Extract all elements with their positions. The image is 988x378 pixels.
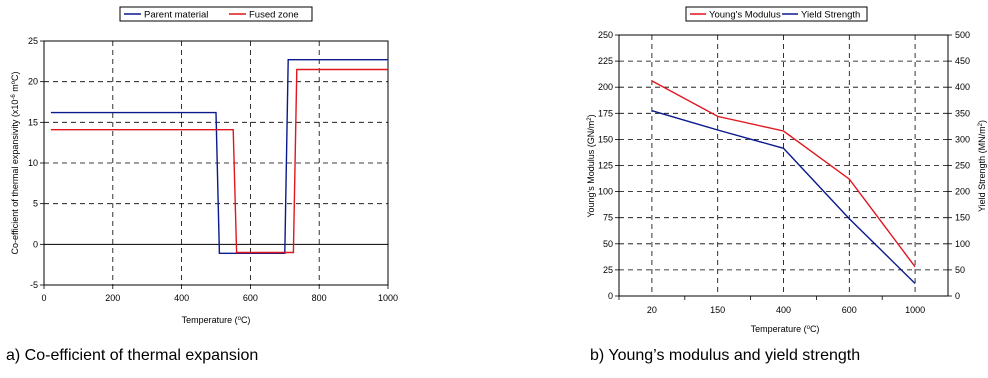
chart-b-right-tick-label: 250 [955,161,970,171]
chart-b-left-tick-label: 50 [603,239,613,249]
chart-b-left-axis-label: Young's Modulus (GN/m2) [586,114,596,217]
chart-a-series-parent-material [50,59,388,255]
caption-b: b) Young’s modulus and yield strength [590,347,861,364]
chart-b-x-tick-label: 400 [776,305,791,315]
chart-b-x-axis-label: Temperature (oC) [751,324,820,334]
chart-b-right-tick-label: 500 [955,30,970,40]
chart-a-frame [43,40,389,286]
chart-b-x-tick-label: 150 [710,305,725,315]
chart-b-left-tick-label: 100 [598,187,613,197]
chart-b-left-tick-label: 225 [598,56,613,66]
chart-b-right-tick-label: 0 [955,291,960,301]
chart-b-x-tick-label: 600 [842,305,857,315]
chart-b-left-tick-label: 200 [598,82,613,92]
chart-b-left-tick-label: 150 [598,134,613,144]
chart-b-left-tick-label: 125 [598,161,613,171]
chart-a-y-tick-label: 10 [28,158,38,168]
chart-a-y-tick-label: 25 [28,36,38,46]
legend-b-box [685,6,868,22]
chart-b-right-tick-label: 350 [955,108,970,118]
chart-b-series-yield-strength [651,110,916,284]
chart-a-x-tick-label: 200 [105,293,120,303]
chart-a-x-tick-label: 800 [312,293,327,303]
chart-b-right-tick-label: 150 [955,213,970,223]
chart-a-y-tick-label: 20 [28,77,38,87]
chart-b-series-youngs-modulus [651,80,916,268]
chart-b-right-tick-label: 100 [955,239,970,249]
chart-a-x-axis-label: Temperature (oC) [182,315,251,325]
chart-b-right-tick-label: 200 [955,187,970,197]
chart-b-right-tick-label: 300 [955,134,970,144]
chart-a-y-tick-label: 0 [33,239,38,249]
chart-a-x-tick-label: 1000 [378,293,398,303]
chart-a-x-tick-label: 600 [243,293,258,303]
legend-a: Parent material Fused zone [119,6,313,22]
chart-b-right-axis-label: Yield Strength (MN/m2) [977,120,987,212]
legend-a-box [119,6,313,22]
legend-b: Young's Modulus Yield Strength [685,6,868,22]
chart-a-y-tick-label: -5 [30,280,38,290]
chart-a-x-tick-label: 0 [41,293,46,303]
legend-b-yield-label: Yield Strength [801,10,860,21]
chart-b-plot-area: 0 25 50 75 100 125 150 175 200 225 250 0 50 100 150 200… [598,30,970,315]
chart-a-x-tick-label: 400 [174,293,189,303]
chart-b-left-tick-label: 250 [598,30,613,40]
legend-a-parent-label: Parent material [144,10,208,21]
chart-a-y-tick-label: 15 [28,117,38,127]
chart-b-left-tick-label: 25 [603,265,613,275]
chart-b-right-tick-label: 50 [955,265,965,275]
legend-b-modulus-label: Young's Modulus [709,10,781,21]
chart-b-x-tick-label: 1000 [905,305,925,315]
caption-a: a) Co-efficient of thermal expansion [6,347,259,364]
chart-b-left-tick-label: 75 [603,213,613,223]
legend-a-fused-label: Fused zone [249,10,299,21]
chart-b-frame [618,34,949,297]
chart-b-left-tick-label: 175 [598,108,613,118]
chart-a-series-fused-zone [50,68,388,254]
chart-a-y-tick-label: 5 [33,199,38,209]
chart-b-left-tick-label: 0 [608,291,613,301]
chart-a-y-axis-label: Co-efficient of thermal expansivity (x10… [10,71,20,254]
chart-b-right-tick-label: 450 [955,56,970,66]
chart-b-x-tick-label: 20 [647,305,657,315]
chart-b-right-tick-label: 400 [955,82,970,92]
